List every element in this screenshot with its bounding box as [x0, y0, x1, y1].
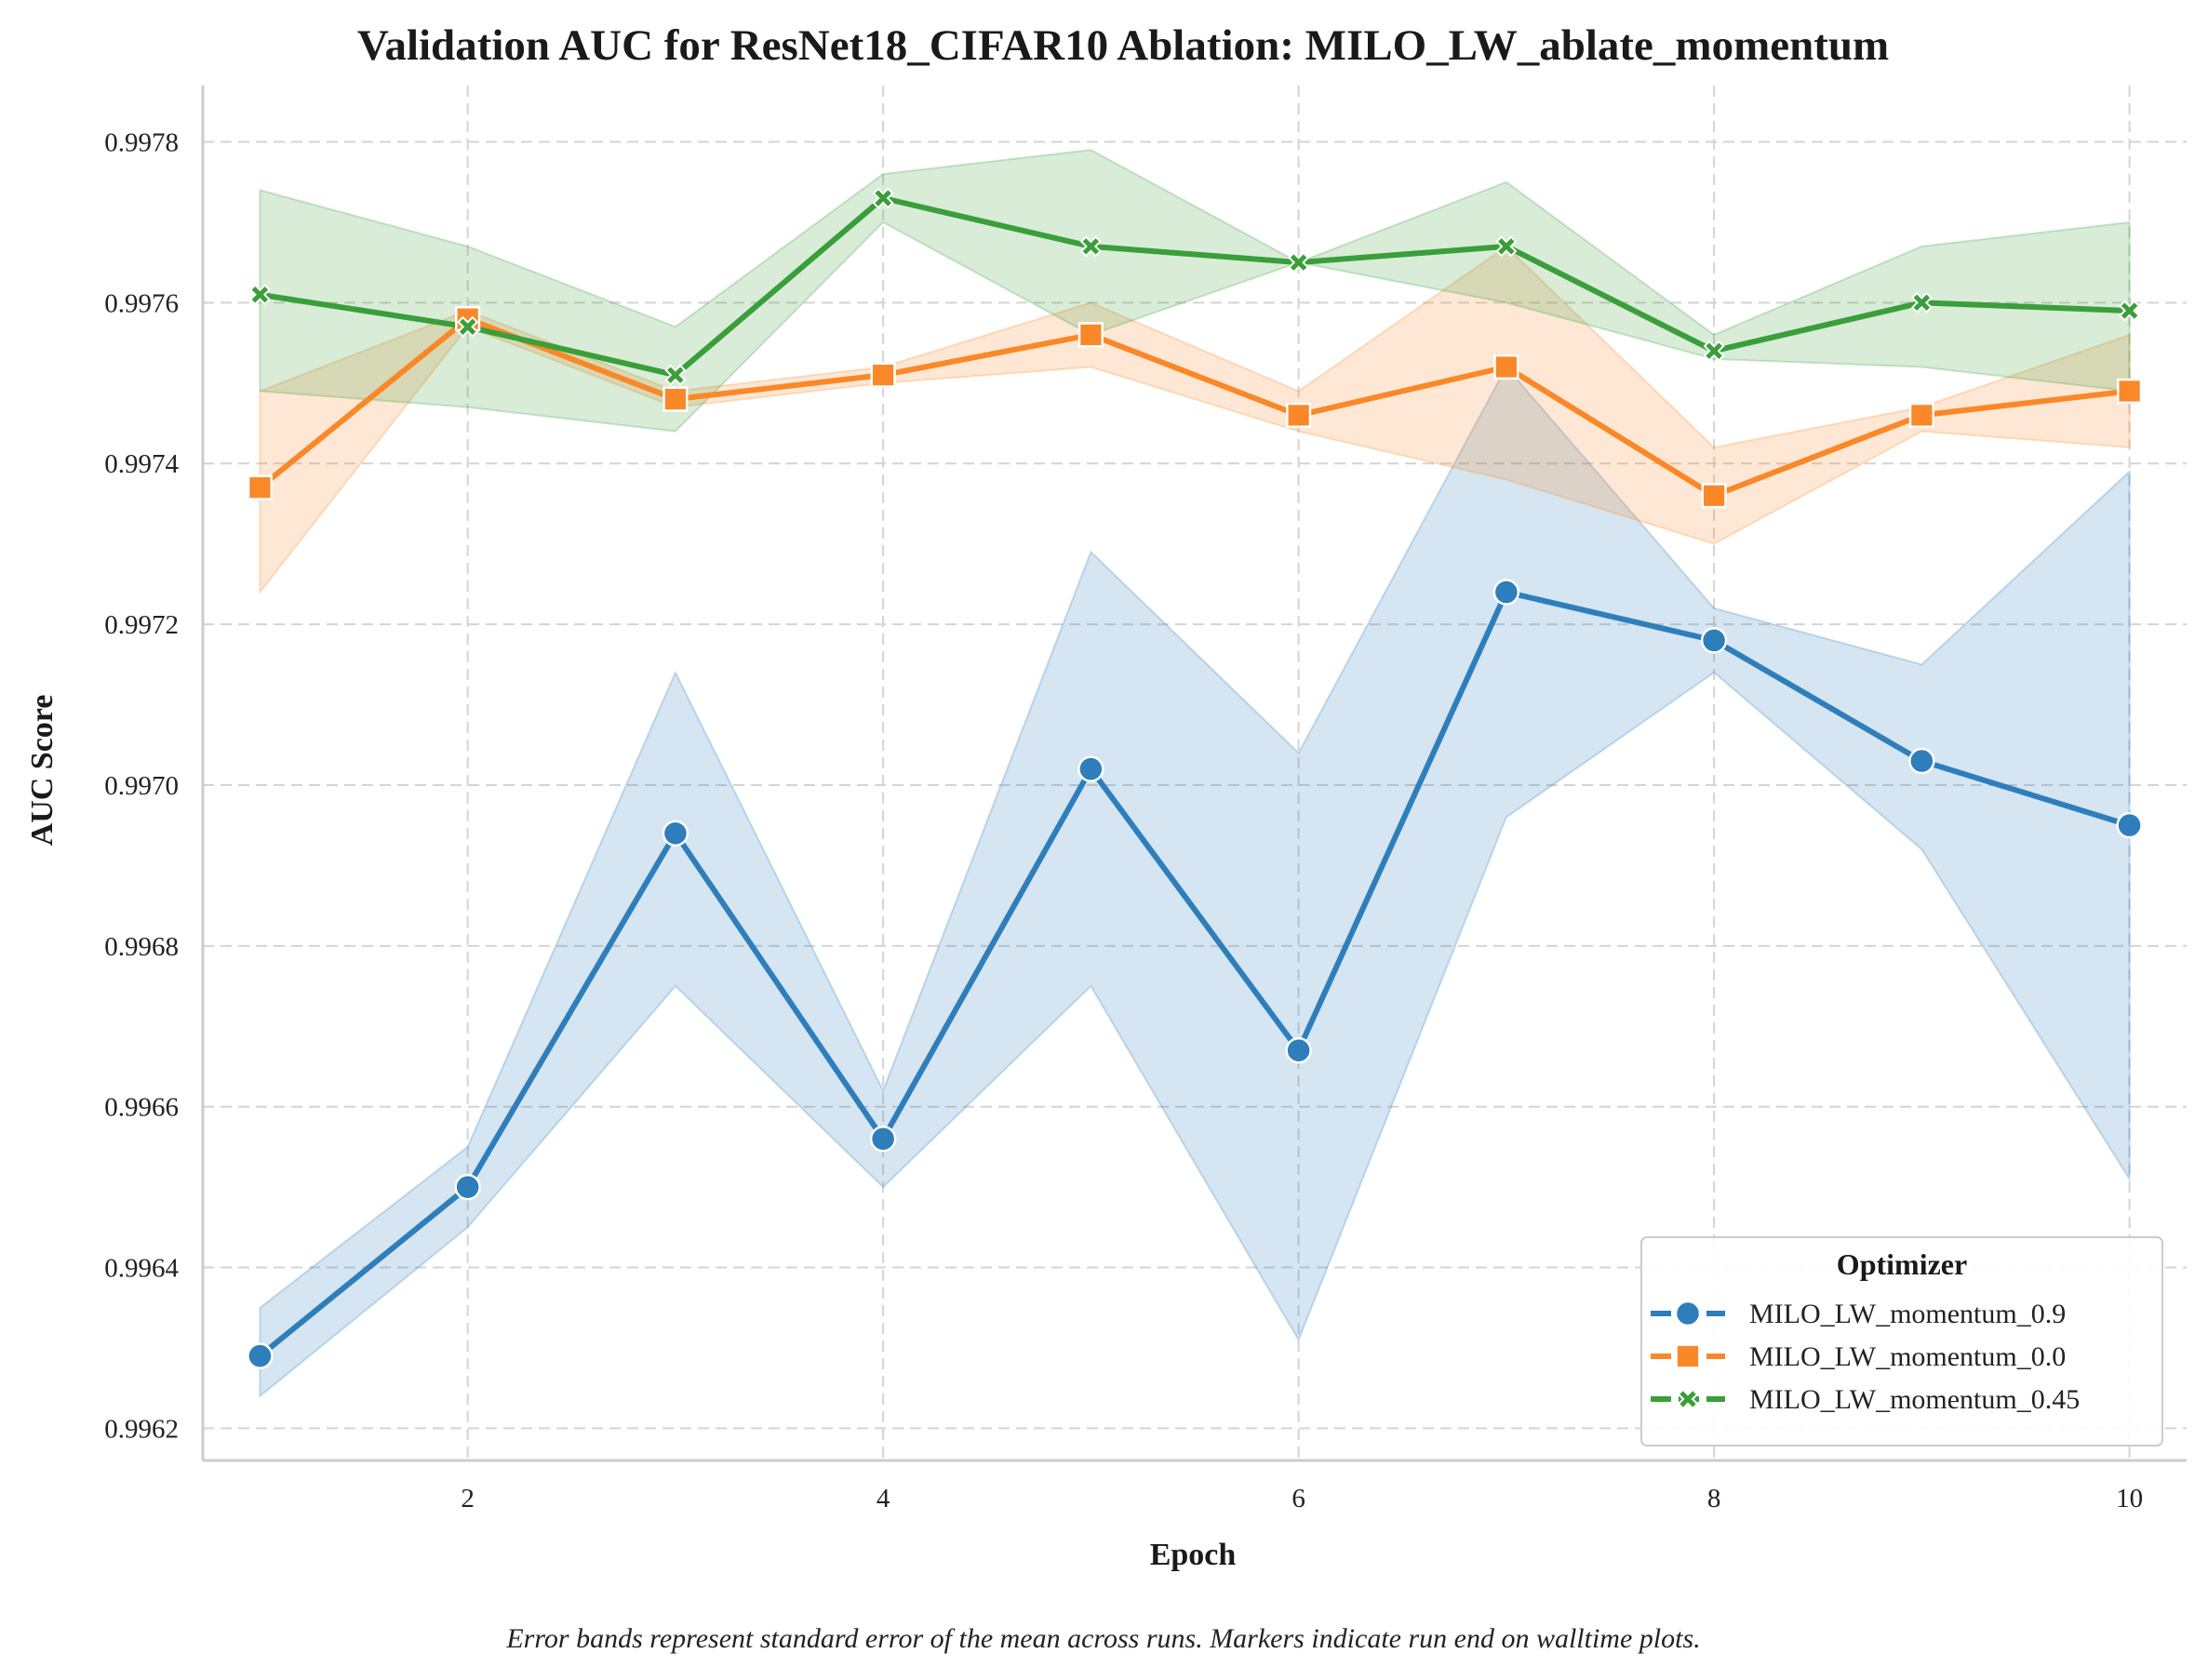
series-line: [257, 589, 2133, 1359]
data-point: [457, 315, 479, 338]
data-point: [1285, 1036, 1312, 1064]
y-tick-label: 0.9968: [104, 932, 179, 962]
data-point: [1495, 235, 1518, 258]
chart-title: Validation AUC for ResNet18_CIFAR10 Abla…: [357, 21, 1889, 70]
data-point: [1908, 402, 1934, 428]
y-tick-label: 0.9972: [104, 610, 179, 640]
series-line: [257, 315, 2133, 499]
y-tick-label: 0.9962: [104, 1414, 179, 1444]
legend-label: MILO_LW_momentum_0.45: [1749, 1384, 2080, 1415]
legend-entries: MILO_LW_momentum_0.9 MILO_LW_momentum_0.0…: [1651, 1299, 2080, 1415]
data-point: [1674, 1300, 1702, 1327]
data-point: [1700, 627, 1728, 654]
data-point: [1493, 353, 1519, 380]
data-point: [1703, 340, 1725, 362]
data-point: [1077, 755, 1104, 782]
x-tick-label: 6: [1291, 1484, 1305, 1513]
axes: [201, 86, 2187, 1462]
legend: Optimizer MILO_LW_momentum_0.9MILO_LW_mo…: [1640, 1236, 2163, 1447]
y-tick-label: 0.9974: [104, 449, 179, 479]
error-band: [259, 245, 2131, 595]
data-point: [662, 386, 689, 412]
y-tick-label: 0.9966: [104, 1093, 179, 1123]
series-markers: [247, 187, 2143, 1369]
legend-label: MILO_LW_momentum_0.0: [1749, 1341, 2066, 1372]
legend-title: Optimizer: [1837, 1247, 1967, 1281]
y-tick-label: 0.9970: [104, 771, 179, 801]
data-point: [662, 820, 689, 847]
series-line: [257, 195, 2133, 379]
data-point: [1079, 235, 1102, 258]
x-tick-label: 4: [877, 1484, 890, 1513]
data-point: [1677, 1388, 1699, 1410]
data-point: [248, 284, 271, 306]
x-tick-label: 8: [1707, 1484, 1721, 1513]
data-point: [2119, 300, 2141, 322]
figure-caption: Error bands represent standard error of …: [505, 1623, 1700, 1654]
data-point: [1492, 579, 1520, 606]
data-point: [872, 187, 894, 209]
legend-box: [1640, 1236, 2163, 1447]
error-band: [259, 365, 2131, 1398]
data-point: [664, 364, 687, 386]
legend-label: MILO_LW_momentum_0.9: [1749, 1299, 2066, 1329]
data-point: [2116, 811, 2143, 839]
x-axis-label: Epoch: [1150, 1538, 1237, 1572]
y-tick-label: 0.9978: [104, 128, 179, 158]
series-lines: [257, 195, 2133, 1359]
data-point: [1286, 402, 1312, 428]
x-tick-label: 2: [461, 1484, 475, 1513]
data-point: [247, 1342, 274, 1369]
data-point: [870, 362, 896, 388]
y-tick-label: 0.9964: [104, 1254, 179, 1284]
tick-labels: 0.9962 0.9964 0.9966 0.9968 0.9970 0.9972 0.99…: [104, 128, 2143, 1513]
data-point: [1910, 291, 1933, 313]
data-point: [1288, 251, 1310, 273]
data-point: [1701, 483, 1727, 509]
data-point: [1077, 322, 1104, 348]
data-point: [1908, 747, 1935, 775]
data-point: [869, 1126, 897, 1153]
x-tick-label: 10: [2116, 1484, 2143, 1513]
data-point: [1675, 1343, 1701, 1369]
data-point: [247, 474, 273, 500]
y-tick-label: 0.9976: [104, 288, 179, 318]
data-point: [2117, 378, 2143, 405]
data-point: [454, 1173, 481, 1201]
error-bands: [259, 149, 2131, 1398]
y-axis-label: AUC Score: [25, 695, 60, 847]
